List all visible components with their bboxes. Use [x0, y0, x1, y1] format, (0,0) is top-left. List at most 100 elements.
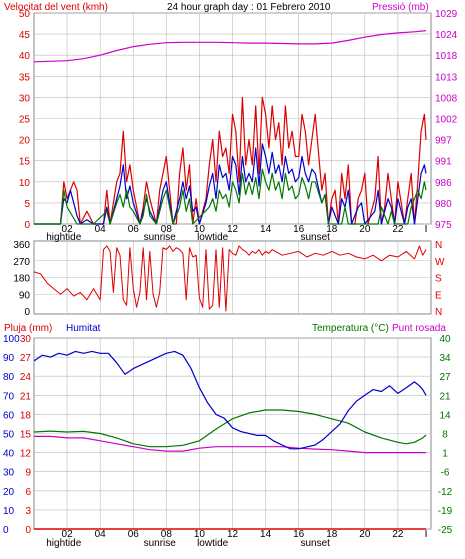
humidity-tick-label: 0	[3, 525, 9, 536]
event-label-lowtide: lowtide	[197, 538, 229, 549]
rain-tick-label: 12	[20, 449, 32, 460]
x-tick-label: 12	[227, 529, 239, 540]
rain-tick-label: 3	[25, 506, 31, 517]
pressure-tick-label: 1024	[435, 30, 458, 41]
direction-tick-label: 90	[19, 290, 31, 301]
temperature-tick-label: 27	[439, 372, 451, 383]
pressure-tick-label: 1029	[435, 9, 458, 20]
wind-tick-label: 10	[19, 178, 31, 189]
wind-average-series-line	[34, 168, 427, 225]
humidity-tick-label: 40	[3, 449, 15, 460]
x-tick-label: 04	[95, 529, 107, 540]
x-tick-label: 04	[95, 224, 107, 235]
rain-tick-label: 9	[25, 468, 31, 479]
temperature-tick-label: -25	[438, 525, 453, 536]
wind-tick-label: 15	[19, 157, 31, 168]
compass-tick-label: E	[435, 290, 442, 301]
pressure-tick-label: 1002	[435, 115, 458, 126]
event-label-sunrise: sunrise	[144, 538, 177, 549]
x-tick-label: 10	[194, 529, 206, 540]
x-tick-label: 20	[359, 529, 371, 540]
temperature-tick-label: 21	[439, 391, 451, 402]
x-tick-label: I	[425, 529, 428, 540]
wind-speed-series-line	[34, 96, 427, 225]
humidity-tick-label: 80	[3, 372, 15, 383]
pressure-tick-label: 980	[435, 199, 452, 210]
wind-tick-label: 25	[19, 115, 31, 126]
temperature-tick-label: -19	[438, 506, 453, 517]
pressure-tick-label: 975	[435, 220, 452, 231]
rain-tick-label: 30	[20, 334, 32, 345]
rain-tick-label: 27	[20, 353, 32, 364]
dewpoint-series-line	[34, 435, 426, 454]
rain-tick-label: 15	[20, 430, 32, 441]
compass-tick-label: N	[435, 240, 442, 251]
wind-tick-label: 20	[19, 136, 31, 147]
x-tick-label: 06	[128, 529, 140, 540]
x-tick-label: 14	[260, 529, 272, 540]
event-label-sunset: sunset	[300, 538, 330, 549]
rain-tick-label: 6	[25, 487, 31, 498]
humidity-tick-label: 10	[3, 506, 15, 517]
wind-gust-series-line	[34, 143, 427, 225]
compass-tick-label: N	[435, 307, 442, 318]
rain-tick-label: 18	[20, 410, 32, 421]
x-tick-label: 20	[359, 224, 371, 235]
x-tick-label: 08	[161, 224, 173, 235]
x-tick-label: 06	[128, 224, 140, 235]
humidity-tick-label: 20	[3, 487, 15, 498]
wind-tick-label: 30	[19, 93, 31, 104]
x-tick-label: 16	[293, 224, 305, 235]
x-tick-label: 12	[227, 224, 239, 235]
wind-axis-title: Velocitat del vent (kmh)	[4, 2, 108, 13]
pressure-tick-label: 991	[435, 157, 452, 168]
pressure-axis-title: Pressió (mb)	[372, 2, 429, 13]
humidity-tick-label: 100	[3, 334, 20, 345]
humidity-tick-label: 60	[3, 410, 15, 421]
wind-direction-series-line	[33, 245, 427, 312]
pressure-tick-label: 1018	[435, 51, 458, 62]
x-tick-label: 18	[326, 224, 338, 235]
pressure-tick-label: 997	[435, 136, 452, 147]
compass-tick-label: S	[435, 274, 442, 285]
x-tick-label: 22	[392, 224, 404, 235]
direction-tick-label: 360	[13, 240, 30, 251]
rain-tick-label: 21	[20, 391, 32, 402]
x-tick-label: I	[425, 224, 428, 235]
temperature-tick-label: 40	[439, 334, 451, 345]
rain-tick-label: 0	[25, 525, 31, 536]
x-tick-label: 22	[392, 529, 404, 540]
x-tick-label: 14	[260, 224, 272, 235]
x-tick-label: 16	[293, 529, 305, 540]
compass-tick-label: W	[435, 257, 445, 268]
x-tick-label: 02	[62, 224, 74, 235]
temperature-axis-title: Temperatura (°C)	[312, 323, 389, 334]
pressure-tick-label: 1008	[435, 93, 458, 104]
event-label-sunrise: sunrise	[144, 232, 177, 243]
humidity-axis-title: Humitat	[66, 323, 101, 334]
wind-tick-label: 45	[19, 30, 31, 41]
temperature-series-line	[33, 409, 427, 448]
temperature-tick-label: -12	[438, 487, 453, 498]
direction-tick-label: 270	[13, 257, 30, 268]
humidity-tick-label: 30	[3, 468, 15, 479]
temperature-tick-label: 34	[439, 353, 451, 364]
event-label-lowtide: lowtide	[197, 232, 229, 243]
pressure-tick-label: 1013	[435, 72, 458, 83]
x-tick-label: 02	[62, 529, 74, 540]
wind-tick-label: 5	[24, 199, 30, 210]
direction-tick-label: 0	[24, 307, 30, 318]
temperature-tick-label: -6	[441, 468, 450, 479]
pressure-tick-label: 986	[435, 178, 452, 189]
temperature-tick-label: 8	[442, 430, 448, 441]
dewpoint-axis-title: Punt rosada	[392, 323, 446, 334]
x-tick-label: 10	[194, 224, 206, 235]
wind-tick-label: 50	[19, 9, 31, 20]
temperature-tick-label: 14	[439, 410, 451, 421]
event-label-sunset: sunset	[300, 232, 330, 243]
graph-title: 24 hour graph day : 01 Febrero 2010	[167, 2, 331, 13]
x-tick-label: 08	[161, 529, 173, 540]
humidity-series-line	[33, 350, 427, 450]
wind-tick-label: 35	[19, 72, 31, 83]
